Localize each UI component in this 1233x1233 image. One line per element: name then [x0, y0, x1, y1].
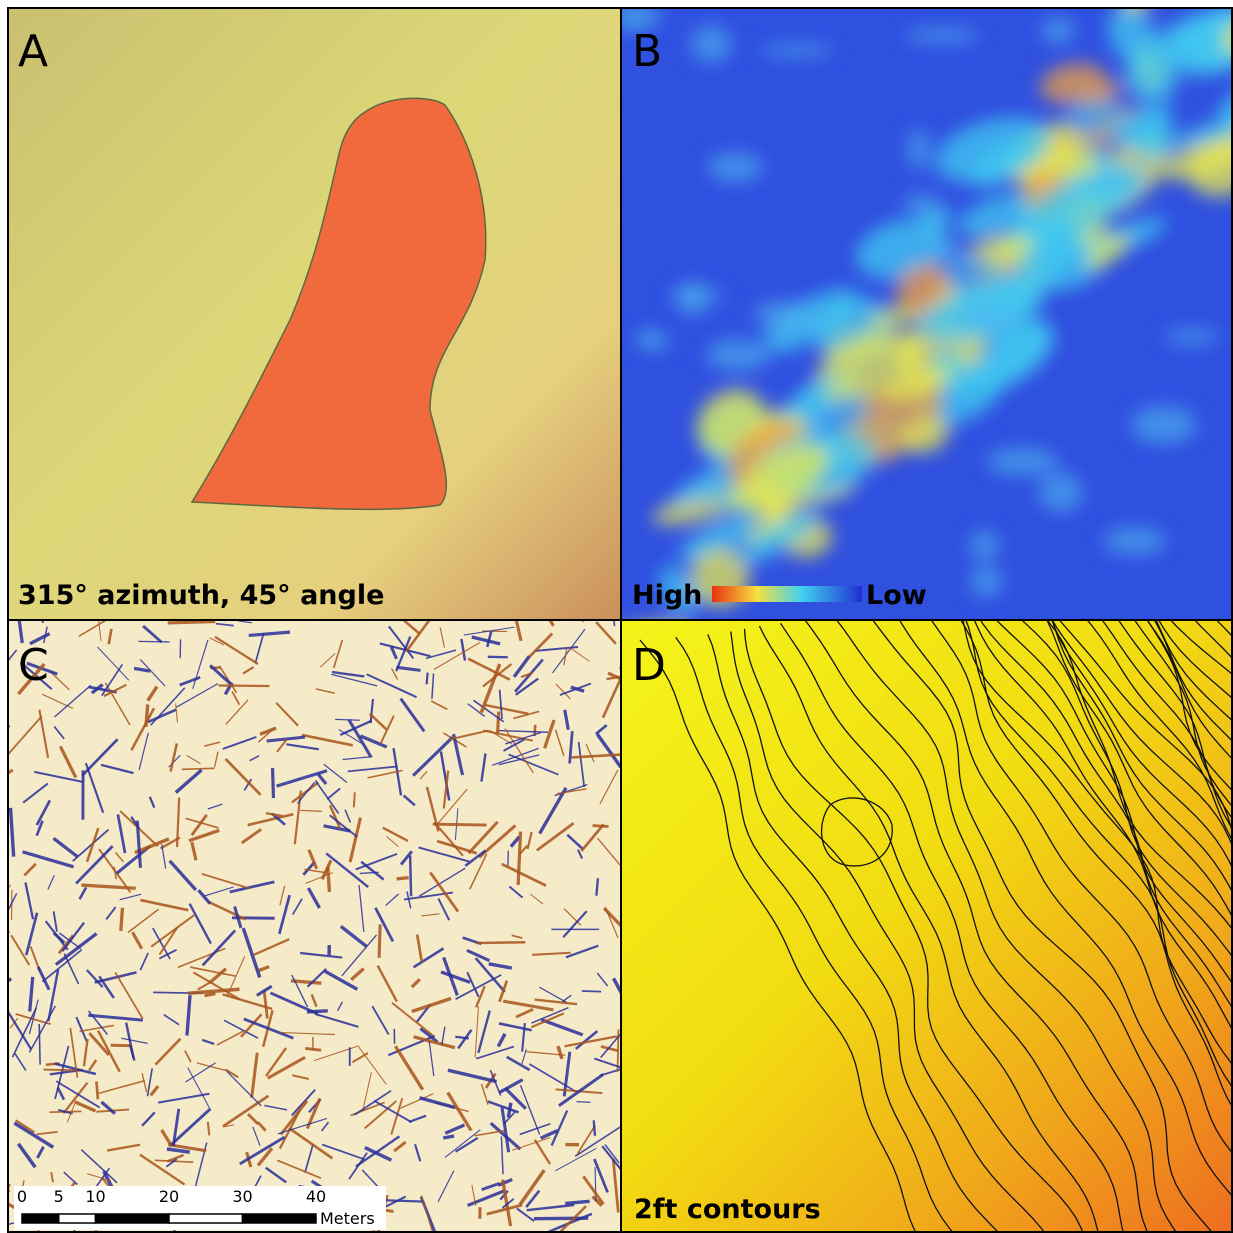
scale-segment — [59, 1214, 96, 1223]
legend-low: Low — [866, 580, 927, 611]
curvature-edge — [307, 1011, 328, 1012]
texture — [969, 530, 999, 560]
curvature-edge — [498, 712, 499, 734]
curvature-edge — [476, 942, 525, 943]
texture — [691, 26, 732, 63]
texture — [942, 255, 1006, 293]
texture — [1041, 17, 1074, 43]
texture — [970, 566, 1003, 597]
texture — [1038, 473, 1083, 512]
texture — [811, 408, 835, 438]
texture — [636, 330, 663, 342]
curvature-edge — [273, 768, 274, 798]
scale-tick-label: 20 — [159, 1187, 179, 1206]
texture — [676, 282, 709, 316]
panel-label: C — [18, 640, 49, 691]
panel-b: B High Low — [574, 0, 1233, 699]
texture — [708, 152, 763, 182]
scale-segment — [96, 1214, 170, 1223]
texture — [1103, 527, 1167, 555]
curvature-edge — [305, 1048, 321, 1050]
legend-high: High — [632, 580, 702, 611]
curvature-edge — [39, 1024, 40, 1065]
panel-label: D — [632, 640, 666, 691]
panel-label: B — [632, 26, 662, 77]
curvature-edge — [397, 878, 409, 879]
curvature-edge — [96, 1082, 97, 1100]
scale-tick-label: 40 — [306, 1187, 326, 1206]
curvature-edge — [328, 867, 330, 892]
scale-segment — [169, 1214, 243, 1223]
texture — [986, 448, 1059, 476]
curvature-edge — [205, 994, 216, 996]
texture — [1131, 406, 1197, 445]
panel-a: A 315° azimuth, 45° angle — [8, 8, 621, 620]
texture — [1066, 98, 1127, 137]
legend-ramp — [712, 586, 862, 602]
texture — [754, 301, 815, 329]
curvature-edge — [443, 1136, 454, 1138]
texture — [692, 473, 730, 507]
scale-tick-label: 0 — [17, 1187, 27, 1206]
curvature-edge — [335, 719, 360, 720]
curvature-edge — [433, 824, 487, 825]
curvature-edge — [596, 878, 598, 895]
scale-tick-label: 30 — [232, 1187, 252, 1206]
texture — [832, 394, 869, 428]
curvature-edge — [427, 673, 428, 685]
curvature-edge — [582, 991, 601, 992]
texture — [905, 28, 980, 42]
scale-segment — [243, 1214, 317, 1223]
texture — [1165, 329, 1219, 344]
curvature-edge — [354, 792, 355, 807]
figure: A 315° azimuth, 45° angle B High Low 0 5 1… — [0, 0, 1233, 1233]
curvature-edge — [121, 908, 123, 931]
texture — [760, 44, 833, 56]
scale-tick-label: 5 — [54, 1187, 64, 1206]
texture — [947, 303, 1017, 337]
caption: 2ft contours — [634, 1194, 821, 1225]
texture — [930, 238, 960, 262]
panel-c: 0 5 10 20 30 40 Meters C — [0, 579, 642, 1233]
curvature-edge — [565, 1201, 589, 1203]
curvature-edge — [379, 924, 380, 957]
texture — [1073, 173, 1144, 188]
texture — [706, 339, 769, 371]
caption: 315° azimuth, 45° angle — [18, 580, 384, 611]
texture — [908, 129, 930, 170]
texture — [904, 194, 940, 215]
panel-d: D 2ft contours — [622, 560, 1233, 1233]
curvature-raster — [8, 621, 621, 1232]
scale-unit: Meters — [320, 1209, 375, 1228]
curvature-edge — [168, 622, 216, 623]
scale-segment — [22, 1214, 59, 1223]
curvature-edge — [594, 1120, 595, 1135]
curvature-edge — [410, 855, 411, 896]
curvature-edge — [182, 768, 215, 769]
elevation-raster — [622, 621, 1232, 1232]
curvature-edge — [138, 641, 169, 642]
curvature-edge — [577, 1102, 591, 1103]
scale-tick-label: 10 — [85, 1187, 105, 1206]
panel-label: A — [18, 26, 48, 77]
